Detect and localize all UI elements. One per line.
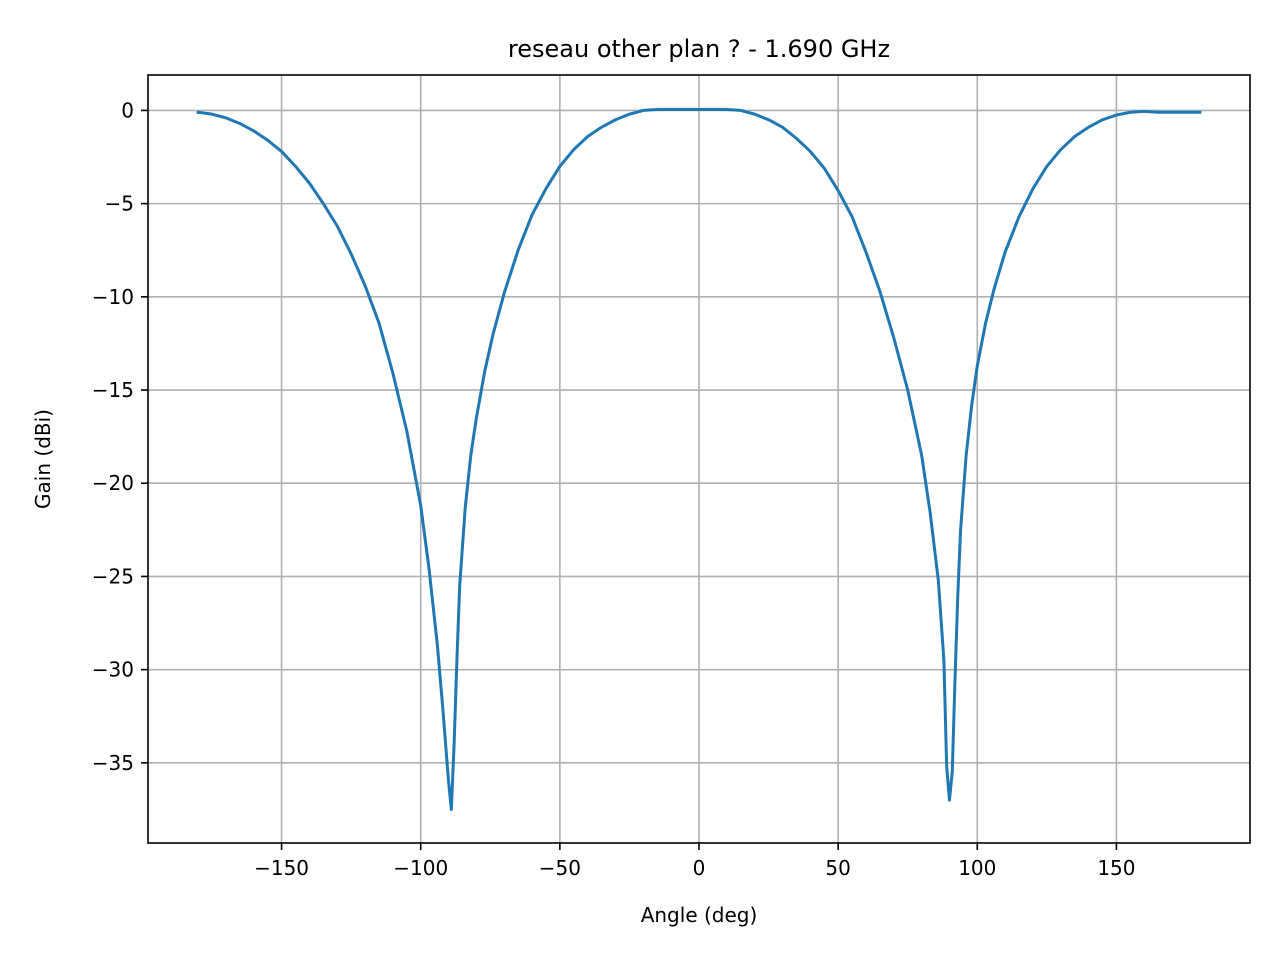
y-gridlines [148, 109, 1250, 764]
x-tick-label: 100 [958, 856, 996, 880]
x-tick-label: 0 [693, 856, 706, 880]
x-tick-label: −150 [254, 856, 309, 880]
y-axis-ticks: 0 −5 −10 −15 −20 −25 −30 −35 [92, 98, 148, 775]
y-tick-label: −35 [92, 751, 134, 775]
y-axis-label: Gain (dBi) [31, 409, 55, 509]
x-axis-label: Angle (deg) [641, 903, 758, 927]
x-tick-label: −100 [393, 856, 448, 880]
x-tick-label: 150 [1097, 856, 1135, 880]
chart-title: reseau other plan ? - 1.690 GHz [508, 35, 890, 63]
x-axis-ticks: −150 −100 −50 0 50 100 150 [254, 843, 1136, 880]
y-tick-label: 0 [121, 98, 134, 122]
y-tick-label: −30 [92, 658, 134, 682]
y-tick-label: −15 [92, 378, 134, 402]
gain-series-line [196, 107, 1202, 811]
y-tick-label: −10 [92, 285, 134, 309]
y-tick-label: −25 [92, 564, 134, 588]
y-tick-label: −20 [92, 471, 134, 495]
x-tick-label: −50 [539, 856, 581, 880]
y-tick-label: −5 [105, 192, 134, 216]
x-tick-label: 50 [825, 856, 850, 880]
